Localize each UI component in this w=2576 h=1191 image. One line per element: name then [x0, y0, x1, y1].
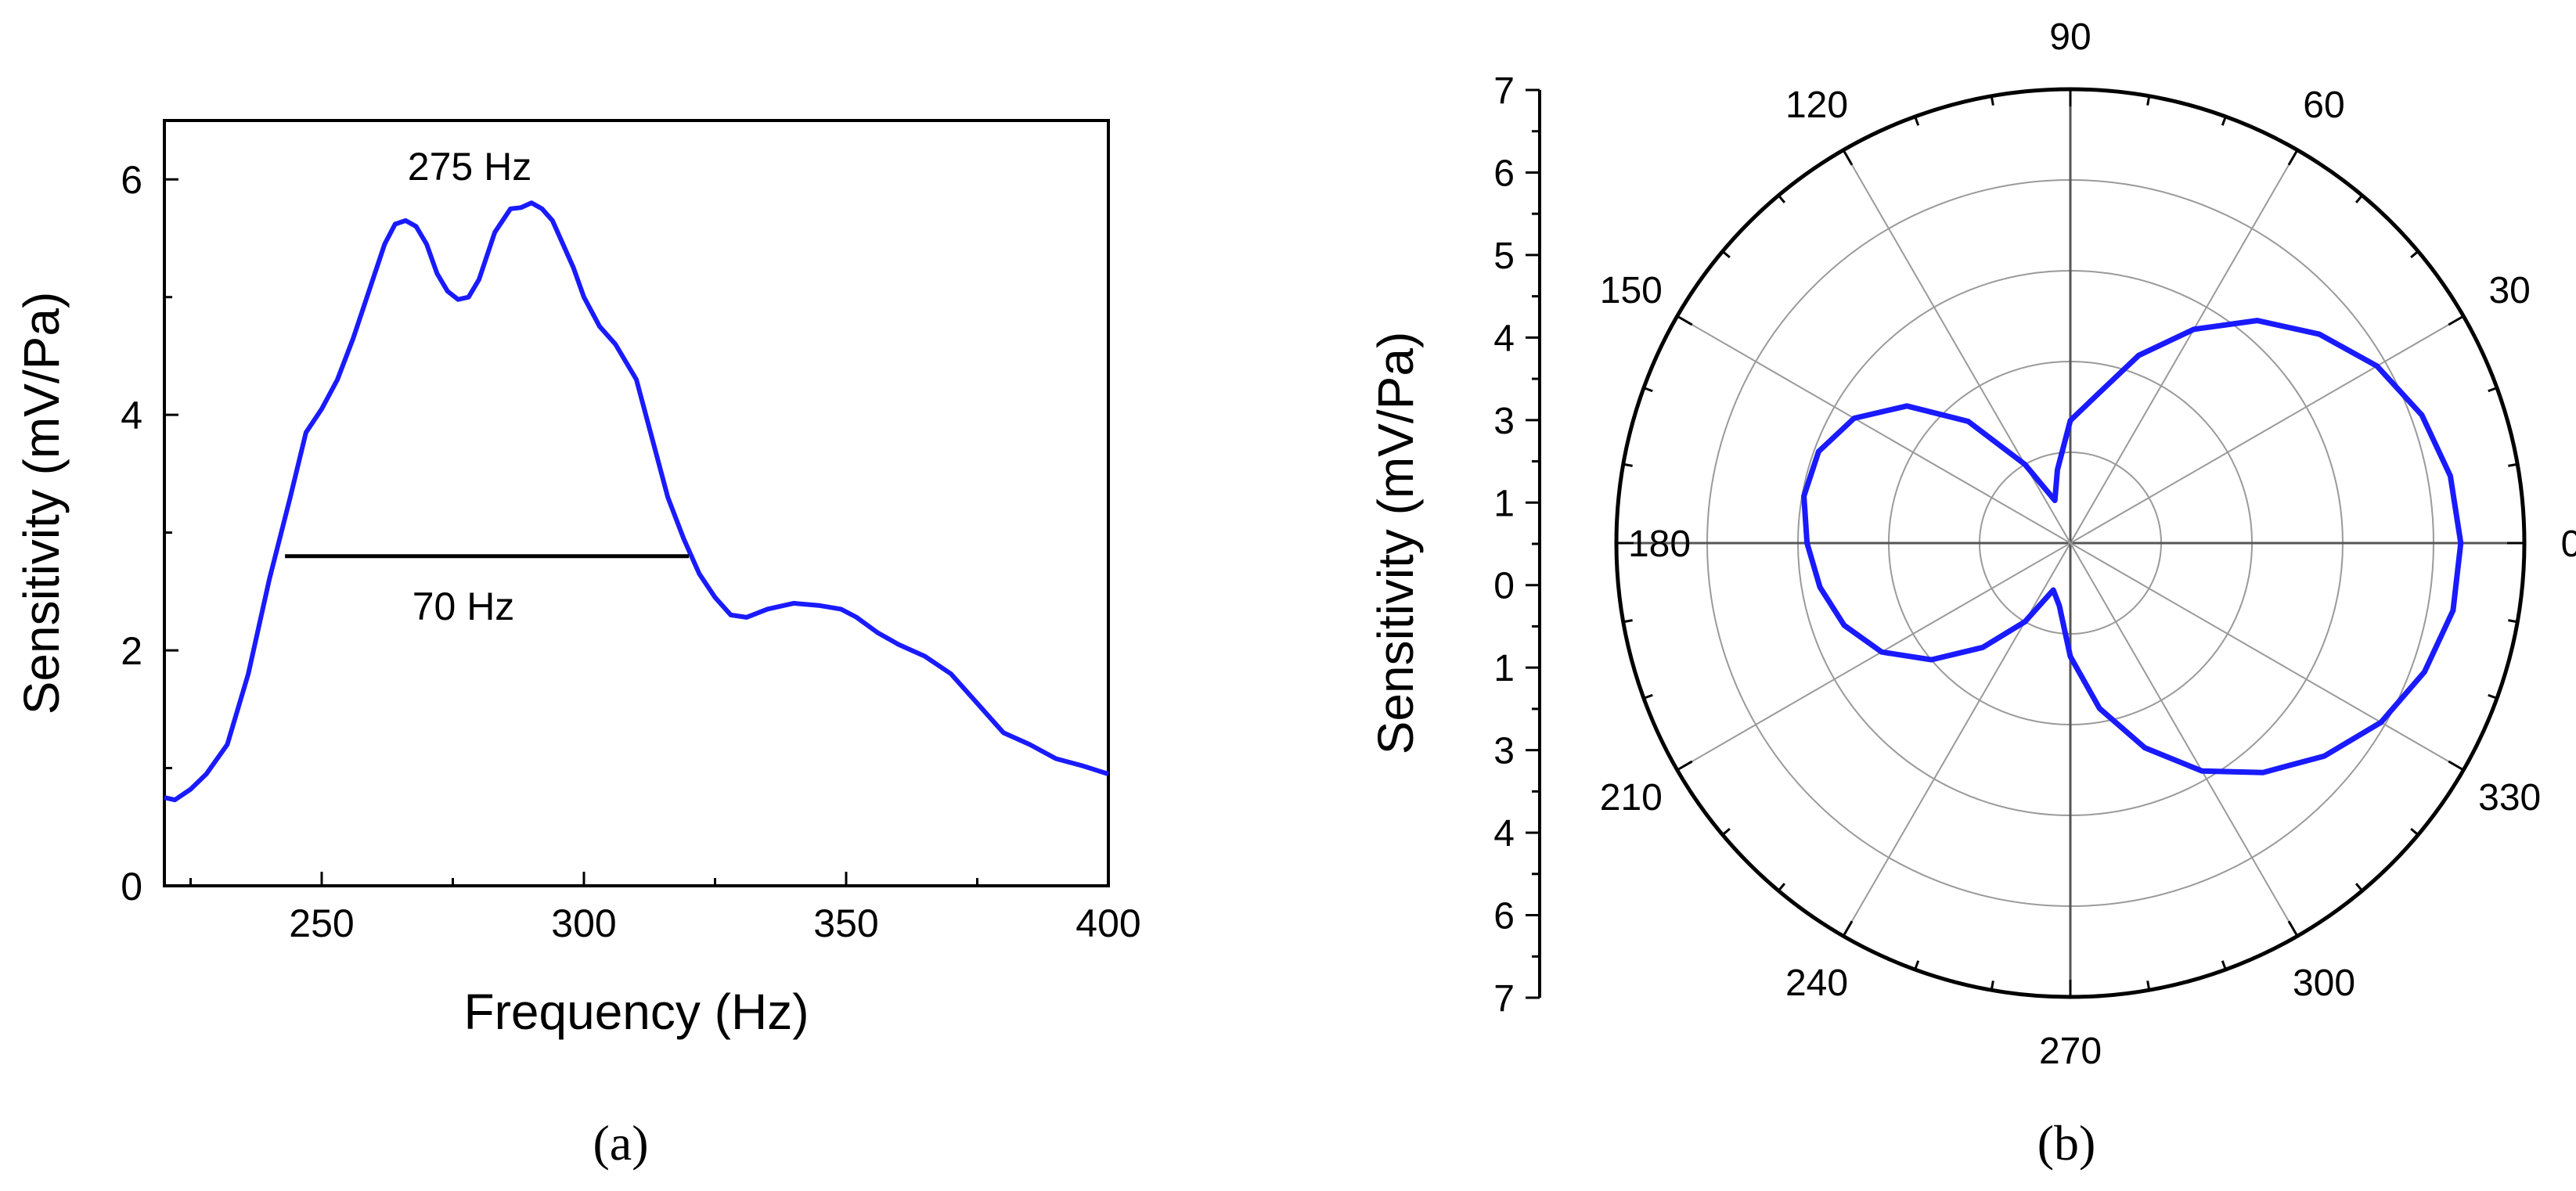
radial-axis-tick-label: 0: [1493, 566, 1515, 607]
bandwidth-label: 70 Hz: [413, 585, 515, 628]
x-axis-title: Frequency (Hz): [464, 984, 809, 1040]
polar-angle-label: 240: [1785, 963, 1848, 1004]
panel-b-polar-chart: 0 30 60 90 120 150 180 210 240 270 300 330 7 6 5 4 3 1 0 1…: [1367, 16, 2576, 1171]
polar-outer-tick: [1778, 883, 1786, 892]
x-tick-label: 250: [289, 901, 354, 945]
polar-outer-tick: [2146, 95, 2151, 106]
polar-outer-tick: [2410, 827, 2419, 836]
polar-angle-label: 300: [2293, 963, 2355, 1004]
radial-axis-tick-label: 1: [1493, 483, 1515, 524]
polar-outer-tick: [1914, 960, 1920, 970]
polar-outer-tick: [1914, 116, 1920, 126]
polar-angle-labels: 0 30 60 90 120 150 180 210 240 270 300 330: [1600, 16, 2576, 1072]
polar-outer-tick: [1990, 981, 1994, 991]
polar-angle-label: 0: [2561, 524, 2576, 565]
polar-outer-tick: [2508, 462, 2518, 467]
polar-outer-tick: [1778, 194, 1786, 203]
panel-b-label: (b): [2037, 1115, 2096, 1171]
x-tick-label: 350: [813, 901, 878, 945]
plot-a-frame: [163, 119, 1110, 887]
polar-angle-label: 30: [2488, 270, 2530, 311]
polar-angle-label: 330: [2478, 777, 2541, 819]
polar-spoke: [1677, 315, 2464, 771]
polar-outer-tick: [2287, 149, 2299, 166]
polar-y-axis-title: Sensitivity (mV/Pa): [1367, 332, 1424, 755]
radial-axis-tick-label: 7: [1493, 70, 1515, 112]
radial-axis-tick-label: 4: [1493, 813, 1515, 855]
radial-axis-tick-label: 6: [1493, 896, 1515, 937]
radial-axis-tick-label: 7: [1493, 978, 1515, 1020]
polar-outer-tick: [1842, 920, 1854, 937]
radial-axis-tick-label: 4: [1493, 318, 1515, 359]
peak-frequency-label: 275 Hz: [408, 145, 531, 189]
polar-outer-tick: [1643, 387, 1653, 393]
radial-axis-tick-label: 6: [1493, 153, 1515, 194]
polar-angle-label: 270: [2039, 1031, 2102, 1072]
polar-outer-tick: [1721, 250, 1731, 259]
y-tick-label: 6: [121, 158, 142, 202]
polar-outer-tick: [1676, 315, 1693, 326]
directivity-curve: [1801, 318, 2464, 775]
polar-outer-ticks: [1616, 89, 2524, 997]
y-tick-label: 2: [121, 629, 142, 673]
polar-outer-tick: [1721, 827, 1731, 836]
radial-axis-ticks: 7 6 5 4 3 1 0 1 3 4 6 7: [1493, 70, 1540, 1020]
y-tick-label: 4: [121, 394, 142, 437]
polar-angle-label: 120: [1785, 85, 1848, 126]
radial-axis-tick-label: 1: [1493, 648, 1515, 689]
polar-angle-label: 210: [1600, 777, 1663, 819]
polar-outer-tick: [2146, 981, 2151, 991]
panel-a-tick-labels: 250 300 350 400 0 2 4 6: [121, 158, 1141, 945]
radial-axis-tick-label: 5: [1493, 236, 1515, 277]
radial-axis-tick-label: 3: [1493, 731, 1515, 772]
polar-outer-tick: [2287, 920, 2299, 937]
polar-outer-tick: [2221, 960, 2227, 970]
panel-a-label: (a): [593, 1115, 648, 1171]
y-tick-label: 0: [121, 865, 142, 909]
radial-axis-tick-label: 3: [1493, 401, 1515, 442]
polar-outer-tick: [1990, 95, 1994, 106]
polar-outer-tick: [2448, 315, 2465, 326]
panel-a-ticks: [164, 178, 1110, 887]
panel-a-line-chart: 250 300 350 400 0 2 4 6 275 Hz 70 Hz Frequency …: [13, 119, 1141, 1171]
x-tick-label: 400: [1075, 901, 1140, 945]
polar-outer-tick: [1643, 693, 1653, 700]
polar-outer-tick: [2488, 387, 2498, 393]
x-tick-label: 300: [551, 901, 616, 945]
polar-outer-tick: [1623, 619, 1633, 624]
polar-outer-tick: [2354, 194, 2363, 203]
polar-outer-tick: [2488, 693, 2498, 700]
polar-outer-tick: [1623, 462, 1633, 467]
polar-outer-tick: [2508, 619, 2518, 624]
polar-outer-tick: [2410, 250, 2419, 259]
polar-angle-label: 60: [2303, 85, 2344, 126]
polar-outer-tick: [2448, 760, 2465, 772]
polar-outer-tick: [2221, 116, 2227, 126]
y-axis-title: Sensitivity (mV/Pa): [13, 292, 70, 715]
polar-outer-tick: [1676, 760, 1693, 772]
polar-angle-label: 180: [1628, 524, 1691, 565]
polar-angle-label: 90: [2049, 16, 2091, 58]
sensitivity-frequency-line: [164, 200, 1109, 803]
polar-outer-tick: [1842, 149, 1854, 166]
polar-outer-tick: [2354, 883, 2363, 892]
polar-grid: [1616, 89, 2524, 997]
polar-angle-label: 150: [1600, 270, 1663, 311]
